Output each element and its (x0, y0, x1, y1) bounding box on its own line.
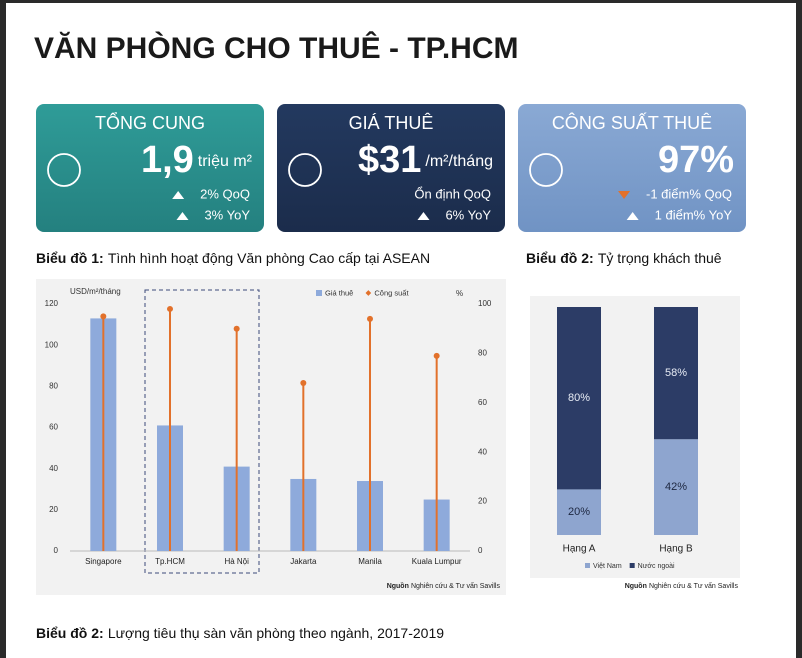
x-tick-label: Kuala Lumpur (412, 557, 462, 566)
y2-tick-label: 0 (478, 546, 483, 555)
trend-up (417, 212, 430, 220)
y2-tick-label: 40 (478, 447, 487, 456)
x-tick-label: Hạng B (659, 544, 693, 555)
kpi-card (277, 104, 505, 232)
value-label: 80% (568, 392, 590, 404)
trend-up (176, 212, 189, 220)
caption: Biểu đồ 1: Tình hình hoạt động Văn phòng … (36, 250, 430, 266)
marker (167, 305, 173, 312)
page-title: VĂN PHÒNG CHO THUÊ - TP.HCM (34, 31, 518, 65)
card-title: GIÁ THUÊ (349, 113, 434, 133)
caption-label: Biểu đồ 2: (36, 625, 104, 641)
kpi-card (36, 104, 264, 232)
card-row: Ổn định QoQ (414, 186, 491, 201)
bar-segment (654, 439, 698, 535)
y2-axis-label: % (456, 289, 463, 298)
bar-segment (557, 489, 601, 535)
value-label: 20% (568, 506, 590, 518)
caption-text: Nghiên cứu & Tư vấn Savills (411, 581, 501, 590)
value-label: 58% (665, 367, 687, 379)
legend-label: Công suất (374, 288, 409, 297)
value-number: 1,9 (141, 139, 194, 181)
card-row: 6% YoY (445, 207, 491, 222)
x-tick-label: Jakarta (290, 557, 317, 566)
y-tick-label: 40 (49, 464, 58, 473)
y-axis-label: USD/m²/tháng (70, 287, 121, 296)
card-icon (529, 153, 563, 187)
legend-label: Giá thuê (325, 288, 353, 297)
y2-tick-label: 80 (478, 349, 487, 358)
trend-up (626, 212, 639, 220)
legend-swatch (316, 290, 322, 296)
y-tick-label: 120 (45, 299, 59, 308)
page-edge (796, 0, 802, 658)
caption: Biểu đồ 2: Lượng tiêu thụ sàn văn phòng t… (36, 625, 444, 641)
caption: Biểu đồ 2: Tỷ trọng khách thuê (526, 250, 722, 266)
legend-swatch (365, 290, 372, 296)
caption-label: Nguồn (387, 581, 409, 590)
y2-tick-label: 20 (478, 497, 487, 506)
card-icon (47, 153, 81, 187)
value-unit: /m²/tháng (425, 153, 493, 170)
card-row: 3% YoY (204, 207, 250, 222)
x-tick-label: Hà Nội (224, 557, 249, 566)
caption-text: Lượng tiêu thụ sàn văn phòng theo ngành,… (108, 625, 444, 641)
x-tick-label: Hạng A (563, 544, 596, 555)
value-label: 42% (665, 481, 687, 493)
card-row: 2% QoQ (200, 186, 250, 201)
caption-text: Nghiên cứu & Tư vấn Savills (649, 581, 739, 590)
caption-text: Tình hình hoạt động Văn phòng Cao cấp tạ… (108, 250, 430, 266)
value-unit: triệu m² (198, 153, 253, 170)
caption-label: Biểu đồ 2: (526, 250, 594, 266)
card-icon (288, 153, 322, 187)
y-tick-label: 60 (49, 423, 58, 432)
x-tick-label: Manila (358, 557, 382, 566)
y-tick-label: 0 (54, 546, 59, 555)
highlight-box (144, 289, 260, 574)
y-tick-label: 100 (45, 340, 59, 349)
legend-label: Nước ngoài (638, 563, 675, 570)
marker (300, 380, 307, 387)
caption: Nguồn Nghiên cứu & Tư vấn Savills (387, 581, 501, 590)
y-tick-label: 80 (49, 381, 58, 390)
caption-label: Nguồn (625, 581, 647, 590)
legend-label: Việt Nam (593, 563, 622, 570)
card-title: TỔNG CUNG (95, 112, 205, 133)
x-tick-label: Singapore (85, 557, 122, 566)
marker (100, 313, 107, 320)
bar-segment (557, 307, 601, 490)
value-number: 97% (658, 139, 734, 181)
page-edge (0, 0, 802, 3)
legend-swatch (585, 563, 590, 568)
caption-label: Biểu đồ 1: (36, 250, 104, 266)
card-value: 97% (658, 139, 734, 181)
card-value: $31/m²/tháng (358, 139, 493, 181)
kpi-card (518, 104, 746, 232)
marker (367, 315, 373, 322)
y2-tick-label: 100 (478, 299, 492, 308)
card-value: 1,9 triệu m² (141, 139, 253, 181)
bar-segment (654, 307, 698, 440)
marker (233, 325, 240, 332)
legend-swatch (629, 563, 635, 568)
card-row: -1 điểm% QoQ (646, 186, 732, 201)
caption: Nguồn Nghiên cứu & Tư vấn Savills (625, 581, 739, 590)
y2-tick-label: 60 (478, 398, 487, 407)
trend-up (172, 191, 185, 199)
trend-down (618, 191, 631, 199)
y-tick-label: 20 (49, 505, 58, 514)
card-row: 1 điểm% YoY (655, 207, 733, 222)
x-tick-label: Tp.HCM (155, 557, 185, 566)
value-number: $31 (358, 139, 421, 181)
caption-text: Tỷ trọng khách thuê (598, 250, 722, 266)
card-title: CÔNG SUẤT THUÊ (552, 112, 712, 133)
marker (433, 352, 440, 359)
page-edge (0, 0, 6, 658)
